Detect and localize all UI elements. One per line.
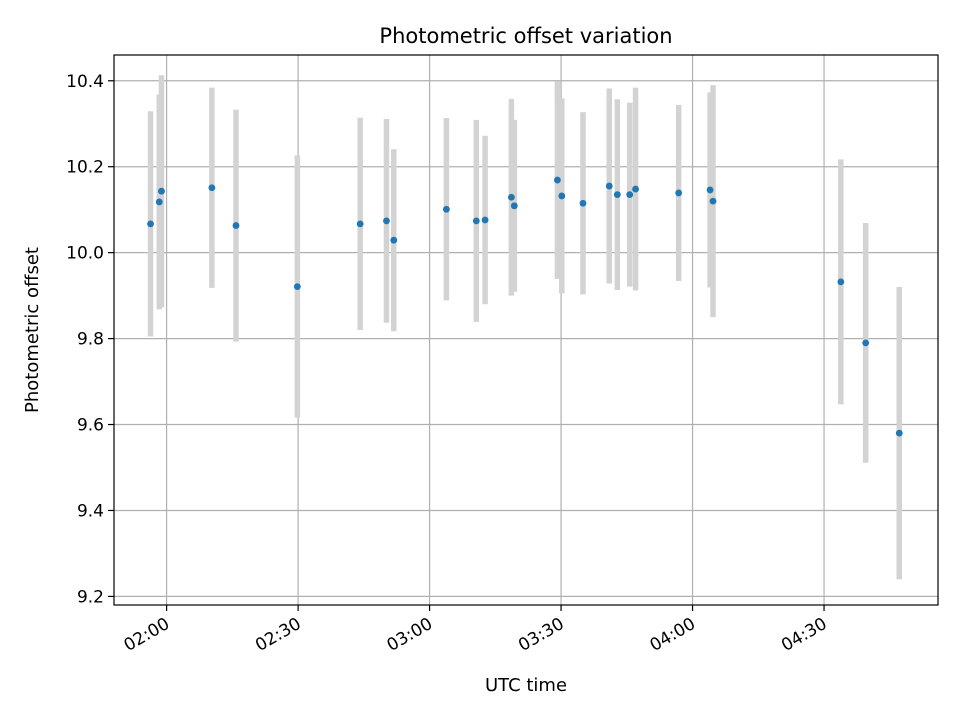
y-axis-label: Photometric offset [22, 247, 43, 413]
data-point [442, 205, 450, 213]
data-point [613, 191, 621, 199]
y-axis-ticks: 9.2 9.4 9.6 9.8 10.0 10.2 10.4 [66, 72, 114, 607]
data-point [472, 217, 480, 225]
data-point [554, 176, 561, 184]
y-tick-label: 10.2 [66, 158, 104, 178]
data-point [626, 191, 634, 199]
plot-frame [113, 54, 939, 606]
data-point [895, 429, 903, 437]
data-point [510, 202, 518, 210]
grid [114, 55, 938, 605]
data-point [390, 236, 398, 244]
y-tick-label: 9.4 [77, 501, 104, 521]
y-tick-label: 9.2 [77, 587, 104, 607]
data-point [632, 185, 639, 193]
data-point [709, 197, 717, 205]
data-point [147, 220, 154, 228]
data-point [158, 187, 165, 195]
data-point [706, 186, 714, 194]
data-point [208, 184, 216, 192]
data-point [232, 222, 240, 229]
data-point [356, 220, 364, 228]
y-tick-label: 10.0 [66, 244, 104, 264]
data-point [383, 217, 390, 225]
y-tick-label: 9.8 [77, 330, 104, 350]
data-point [507, 193, 515, 201]
y-tick-label: 10.4 [66, 72, 104, 92]
x-axis-label: UTC time [485, 675, 567, 696]
data-point [862, 339, 870, 347]
data-points [147, 176, 903, 437]
data-point [605, 182, 613, 190]
data-point [558, 192, 566, 200]
data-point [155, 198, 163, 206]
data-point [837, 278, 845, 286]
y-tick-label: 9.6 [77, 416, 104, 436]
data-point [481, 216, 489, 224]
data-point [675, 189, 683, 197]
data-point [579, 199, 587, 207]
data-point [293, 283, 301, 291]
chart-title: Photometric offset variation [379, 24, 672, 48]
